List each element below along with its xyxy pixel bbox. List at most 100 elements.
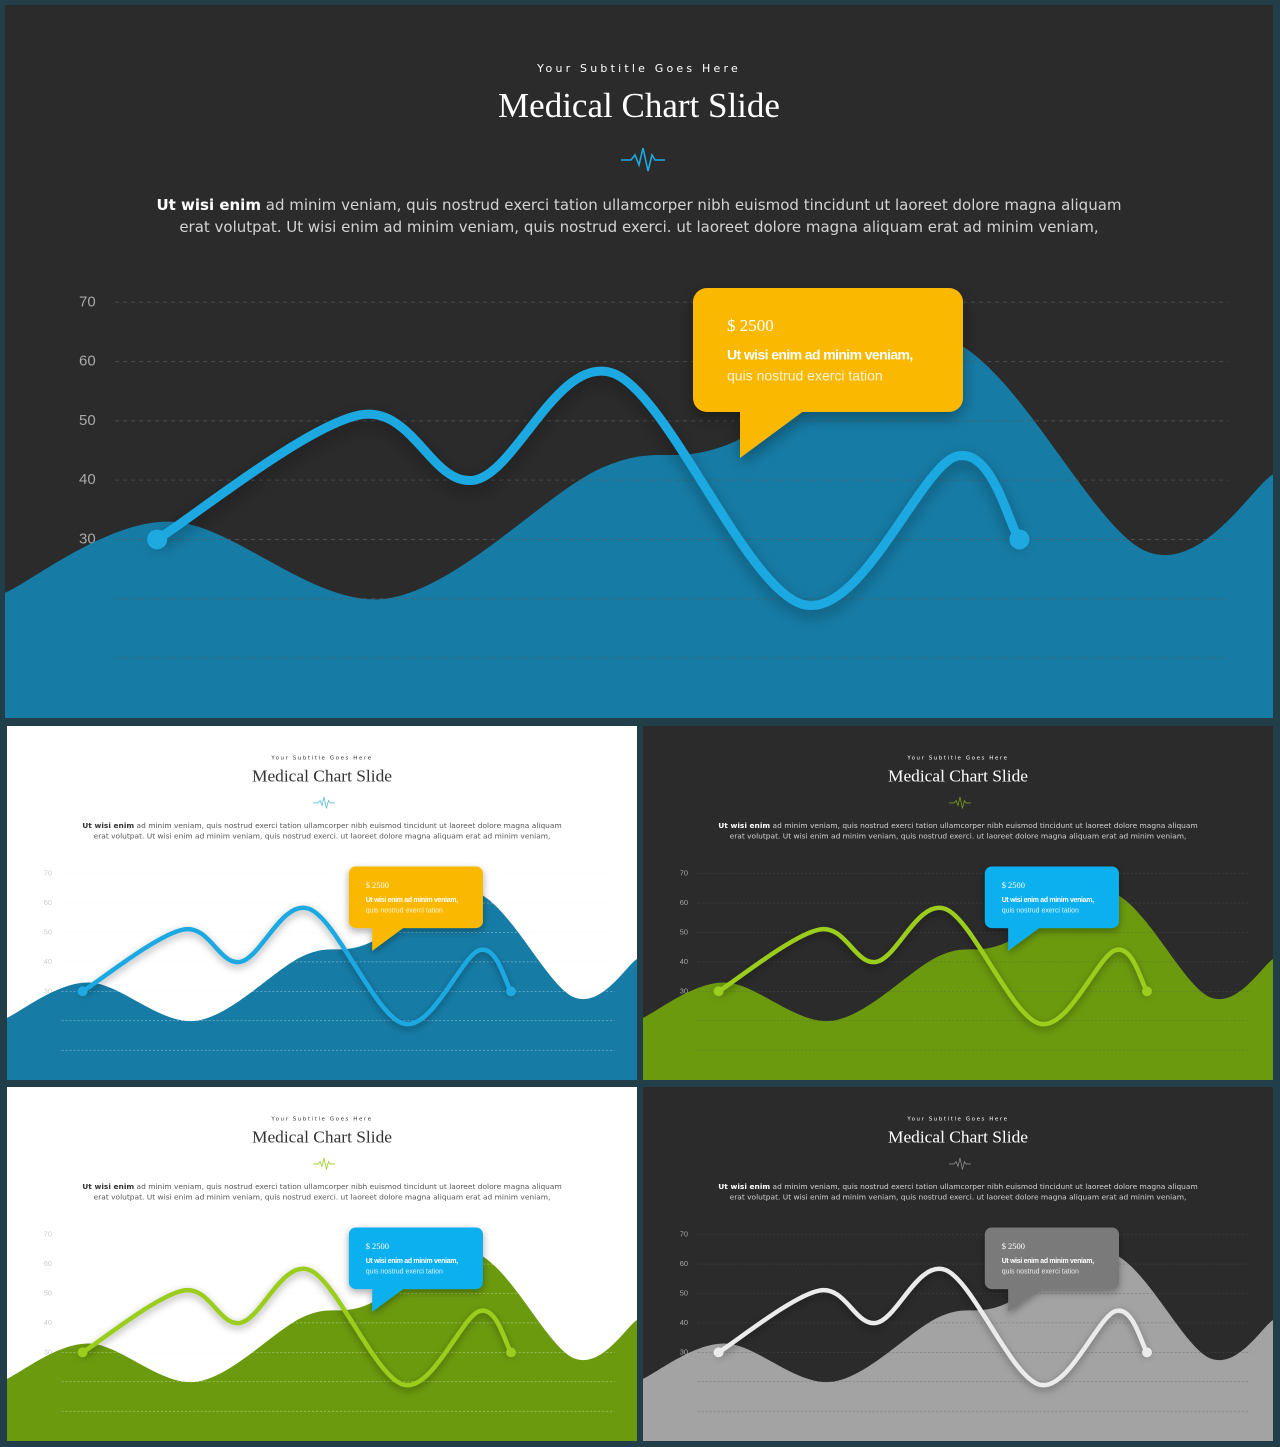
callout-title: $ 2500: [366, 880, 389, 890]
y-tick-label: 70: [680, 1230, 688, 1239]
callout-line: quis nostrud exerci tation: [366, 908, 443, 915]
pulse-icon: [313, 796, 335, 809]
callout-title: $ 2500: [366, 1241, 389, 1251]
y-tick-label: 30: [680, 986, 688, 995]
area: [5, 335, 1273, 718]
end-point: [1142, 1347, 1152, 1358]
end-point: [506, 986, 516, 997]
body-paragraph: Ut wisi enim ad minim veniam, quis nostr…: [713, 820, 1204, 842]
y-tick-label: 30: [44, 986, 52, 995]
slide: Your Subtitle Goes Here Medical Chart Sli…: [7, 1087, 637, 1441]
body-paragraph: Ut wisi enim ad minim veniam, quis nostr…: [713, 1181, 1204, 1203]
pulse-icon: [621, 147, 665, 172]
title: Medical Chart Slide: [498, 86, 780, 125]
slide: Your Subtitle Goes Here Medical Chart Sli…: [7, 726, 637, 1080]
body-text: ad minim veniam, quis nostrud exerci tat…: [729, 1181, 1198, 1202]
callout-tail: [740, 410, 805, 458]
body-paragraph: Ut wisi enim ad minim veniam, quis nostr…: [77, 820, 568, 842]
subtitle: Your Subtitle Goes Here: [270, 755, 372, 761]
body-lead: Ut wisi enim: [718, 820, 771, 830]
callout-line: Ut wisi enim ad minim veniam,: [366, 1258, 458, 1265]
body-box: Ut wisi enim ad minim veniam, quis nostr…: [713, 820, 1204, 842]
callout-box: [984, 1227, 1119, 1290]
title: Medical Chart Slide: [252, 767, 392, 786]
y-tick-label: 50: [680, 1288, 688, 1297]
end-point: [77, 1347, 88, 1358]
callout-line: Ut wisi enim ad minim veniam,: [727, 347, 913, 363]
slide: Your Subtitle Goes Here Medical Chart Sli…: [5, 5, 1273, 718]
line: [80, 1266, 514, 1388]
y-tick-label: 60: [680, 1259, 688, 1268]
pulse-icon: [313, 1157, 335, 1170]
end-point: [1009, 529, 1030, 550]
y-tick-label: 60: [44, 898, 52, 907]
body-text: ad minim veniam, quis nostrud exerci tat…: [93, 820, 562, 841]
y-tick-label: 70: [44, 1230, 52, 1239]
body-text: ad minim veniam, quis nostrud exerci tat…: [729, 820, 1198, 841]
callout-line: quis nostrud exerci tation: [1002, 1269, 1079, 1276]
line: [716, 905, 1150, 1027]
y-tick-label: 50: [44, 1288, 52, 1297]
title: Medical Chart Slide: [252, 1128, 392, 1147]
y-tick-label: 40: [680, 957, 688, 966]
y-tick-label: 60: [44, 1259, 52, 1268]
callout-box: [348, 866, 483, 929]
area: [643, 1251, 1273, 1441]
callout-line: quis nostrud exerci tation: [366, 1269, 443, 1276]
callout-line: quis nostrud exerci tation: [1002, 908, 1079, 915]
end-point: [713, 1347, 724, 1358]
callout-title: $ 2500: [727, 316, 774, 335]
y-tick-label: 60: [680, 898, 688, 907]
y-tick-label: 50: [79, 412, 96, 429]
subtitle: Your Subtitle Goes Here: [906, 755, 1008, 761]
y-tick-label: 70: [680, 869, 688, 878]
title: Medical Chart Slide: [888, 1128, 1028, 1147]
subtitle: Your Subtitle Goes Here: [270, 1116, 372, 1122]
y-tick-label: 30: [44, 1347, 52, 1356]
body-box: Ut wisi enim ad minim veniam, quis nostr…: [145, 194, 1133, 238]
y-tick-label: 40: [680, 1318, 688, 1327]
callout-line: quis nostrud exerci tation: [727, 368, 883, 384]
line: [152, 366, 1024, 610]
end-point: [77, 986, 88, 997]
body-lead: Ut wisi enim: [156, 196, 261, 214]
callout-line: Ut wisi enim ad minim veniam,: [1002, 897, 1094, 904]
line: [80, 905, 514, 1027]
area: [7, 1251, 637, 1441]
callout-title: $ 2500: [1002, 880, 1025, 890]
body-text: ad minim veniam, quis nostrud exerci tat…: [179, 196, 1122, 236]
callout: [693, 288, 963, 458]
body-box: Ut wisi enim ad minim veniam, quis nostr…: [713, 1181, 1204, 1203]
y-tick-label: 40: [79, 471, 96, 488]
y-tick-label: 60: [79, 353, 96, 370]
end-point: [1142, 986, 1152, 997]
end-point: [713, 986, 724, 997]
y-tick-label: 30: [79, 530, 96, 547]
y-tick-label: 50: [680, 927, 688, 936]
callout-line: Ut wisi enim ad minim veniam,: [366, 897, 458, 904]
y-tick-label: 70: [79, 293, 96, 310]
title: Medical Chart Slide: [888, 767, 1028, 786]
line: [716, 1266, 1150, 1388]
subtitle: Your Subtitle Goes Here: [906, 1116, 1008, 1122]
callout-box: [693, 288, 963, 412]
y-tick-label: 40: [44, 1318, 52, 1327]
body-lead: Ut wisi enim: [718, 1181, 771, 1191]
body-paragraph: Ut wisi enim ad minim veniam, quis nostr…: [77, 1181, 568, 1203]
slide: Your Subtitle Goes Here Medical Chart Sli…: [643, 726, 1273, 1080]
end-point: [147, 529, 168, 550]
body-text: ad minim veniam, quis nostrud exerci tat…: [93, 1181, 562, 1202]
y-tick-label: 70: [44, 869, 52, 878]
subtitle: Your Subtitle Goes Here: [536, 62, 741, 75]
callout-box: [348, 1227, 483, 1290]
slide: Your Subtitle Goes Here Medical Chart Sli…: [643, 1087, 1273, 1441]
end-point: [506, 1347, 516, 1358]
body-paragraph: Ut wisi enim ad minim veniam, quis nostr…: [145, 194, 1133, 238]
pulse-icon: [949, 796, 971, 809]
y-tick-label: 50: [44, 927, 52, 936]
body-box: Ut wisi enim ad minim veniam, quis nostr…: [77, 820, 568, 842]
y-tick-label: 30: [680, 1347, 688, 1356]
callout-box: [984, 866, 1119, 929]
area: [643, 890, 1273, 1080]
